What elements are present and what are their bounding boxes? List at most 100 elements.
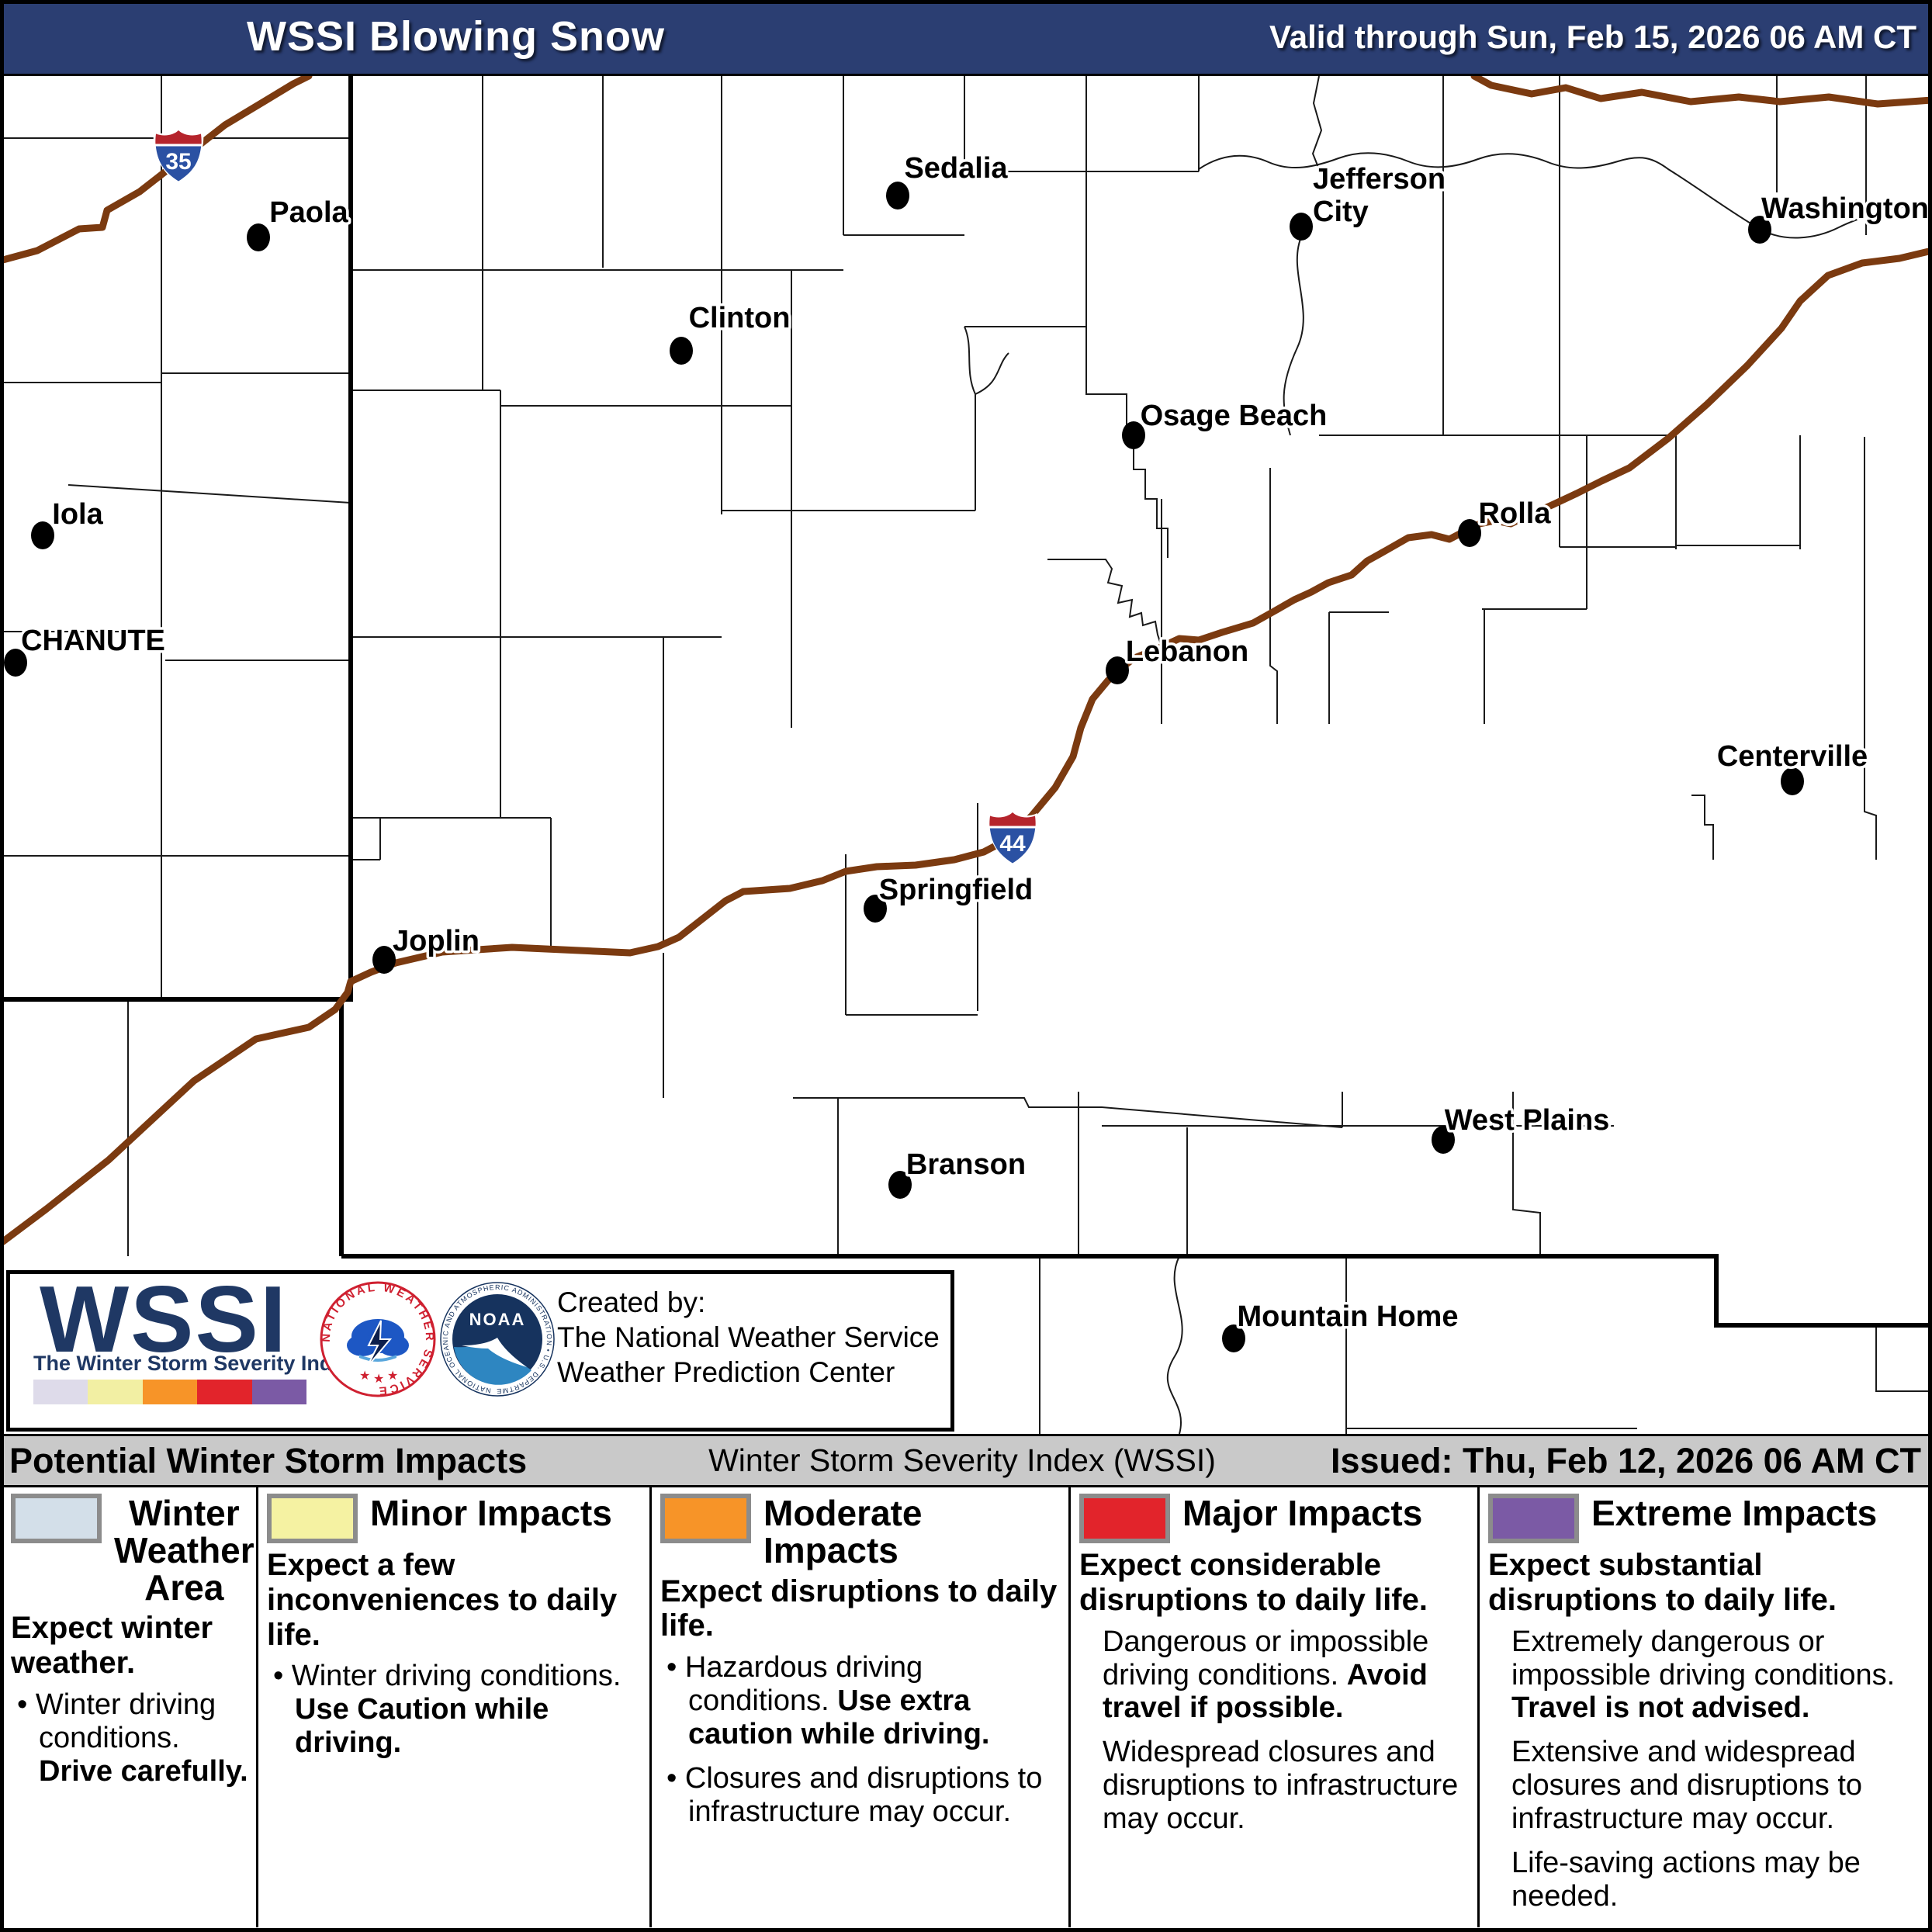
impacts-title-bar: Potential Winter Storm Impacts Winter St… (0, 1434, 1932, 1487)
legend-divider (1477, 1487, 1480, 1927)
city-dot (886, 182, 909, 209)
severity-strip-segment (251, 1380, 307, 1404)
city-label: West Plains (1445, 1104, 1610, 1137)
legend-item-text: Closures and disruptions to infrastructu… (684, 1762, 1043, 1828)
city-label: Osage Beach (1141, 400, 1328, 432)
legend-item-emphasis: Travel is not advised. (1511, 1691, 1810, 1725)
city-dot (1748, 216, 1771, 244)
impacts-bar-title: Potential Winter Storm Impacts (9, 1441, 528, 1480)
city-dot (1122, 421, 1145, 449)
moderate-impacts-swatch (660, 1494, 751, 1543)
city-marker-joplin: Joplin (372, 923, 482, 974)
severity-strip-segment (142, 1380, 198, 1404)
legend-divider (1068, 1487, 1071, 1927)
city-label: Springfield (879, 874, 1033, 906)
legend-item-text: Widespread closures and disruptions to i… (1103, 1736, 1459, 1836)
legend-column-extreme-impacts: Extreme Impacts Expect substantial disru… (1482, 1487, 1926, 1932)
major-impacts-swatch (1079, 1494, 1170, 1543)
legend-intro: Expect a few inconveniences to daily lif… (267, 1548, 618, 1652)
severity-strip-segment (88, 1380, 143, 1404)
minor-impacts-swatch (267, 1494, 358, 1543)
legend-item: Widespread closures and disruptions to i… (1079, 1736, 1466, 1836)
legend-item: Extensive and widespread closures and di… (1488, 1736, 1920, 1836)
legend-item-emphasis: Avoid travel if possible. (1103, 1658, 1428, 1725)
interstate-44-road (0, 247, 1932, 1248)
city-dot (247, 223, 270, 251)
legend-item: • Winter driving conditions. Drive caref… (17, 1688, 248, 1788)
interstate-44-shield-icon: 44 (987, 810, 1038, 866)
legend-item: • Hazardous driving conditions. Use extr… (667, 1651, 990, 1751)
city-label: Sedalia (904, 152, 1008, 185)
city-dot (1290, 213, 1313, 241)
impacts-bar-subtitle: Winter Storm Severity Index (WSSI) (708, 1442, 1216, 1478)
wssi-tagline: The Winter Storm Severity Index (33, 1352, 356, 1375)
city-dot (888, 1171, 912, 1199)
shield-number: 35 (165, 149, 191, 175)
svg-text:★: ★ (387, 1369, 398, 1383)
created-by-line: Created by: (557, 1286, 706, 1318)
legend-item-emphasis: Use Caution while driving. (295, 1693, 549, 1760)
legend-intro: Expect considerable disruptions to daily… (1079, 1548, 1428, 1617)
city-dot (4, 649, 27, 677)
legend-item-text: Winter driving conditions. (291, 1660, 621, 1693)
svg-text:★: ★ (373, 1373, 384, 1386)
city-label: CHANUTE (21, 625, 165, 657)
highways (0, 76, 1932, 1248)
interstate-35-road (0, 76, 313, 265)
missouri-arkansas-border (341, 1254, 1932, 1328)
city-label: Branson (906, 1148, 1026, 1181)
city-marker-centerville: Centerville (1714, 738, 1871, 795)
issued-label: Issued: Thu, Feb 12, 2026 06 AM CT (1330, 1441, 1921, 1480)
city-label: Clinton (689, 302, 791, 334)
legend-item-text: Hazardous driving conditions. (684, 1651, 923, 1718)
extreme-impacts-swatch (1488, 1494, 1579, 1543)
city-marker-osage-beach: Osage Beach (1122, 397, 1330, 449)
state-borders (0, 76, 1932, 1328)
winter-weather-swatch (11, 1494, 102, 1543)
city-dot (372, 946, 396, 974)
city-dot (31, 521, 54, 549)
city-dot (1432, 1126, 1455, 1154)
legend-item: • Winter driving conditions. Use Caution… (273, 1660, 621, 1760)
noaa-wordmark: NOAA (469, 1310, 526, 1329)
valid-through-label: Valid through Sun, Feb 15, 2026 06 AM CT (1269, 19, 1916, 55)
city-marker-paola: Paola (247, 194, 351, 251)
city-label: Iola (52, 498, 103, 531)
city-dot (1458, 519, 1481, 547)
page-title: WSSI Blowing Snow (247, 13, 665, 60)
legend-item-text: Extremely dangerous or impossible drivin… (1511, 1625, 1896, 1691)
interstate-35-shield-icon: 35 (153, 128, 204, 184)
legend-item-text: Extensive and widespread closures and di… (1511, 1736, 1863, 1836)
city-dot (1781, 767, 1804, 795)
city-label: Rolla (1479, 497, 1552, 530)
legend-item: Extremely dangerous or impossible drivin… (1488, 1626, 1920, 1726)
legend-column-minor-impacts: Minor Impacts Expect a few inconvenience… (261, 1487, 647, 1932)
city-label: Lebanon (1126, 635, 1248, 668)
city-dot (1222, 1324, 1245, 1352)
legend-item: Dangerous or impossible driving conditio… (1079, 1626, 1466, 1726)
city-marker-iola: Iola (31, 496, 106, 549)
city-marker-clinton: Clinton (670, 299, 793, 365)
wssi-severity-color-strip (33, 1380, 307, 1404)
city-dot (1106, 656, 1129, 684)
noaa-logo: NATIONAL OCEANIC AND ATMOSPHERIC ADMINIS… (438, 1280, 555, 1397)
legend-divider (649, 1487, 652, 1927)
created-by-line: Weather Prediction Center (557, 1356, 895, 1389)
legend-item: Life-saving actions may be needed. (1488, 1847, 1920, 1913)
city-marker-mountain-home: Mountain Home (1222, 1298, 1461, 1352)
legend-title: Extreme Impacts (1591, 1493, 1878, 1533)
created-by-text: Created by: The National Weather Service… (557, 1285, 940, 1390)
legend-title: Winter Weather Area (114, 1493, 254, 1608)
weather-map: 35 44 Paola Sedalia Jefferson City Washington… (0, 74, 1932, 1436)
svg-text:★: ★ (359, 1369, 370, 1383)
city-marker-branson: Branson (888, 1146, 1029, 1199)
wssi-logo-box: WSSI TM The Winter Storm Severity Index … (6, 1266, 954, 1432)
legend-column-moderate-impacts: Moderate Impacts Expect disruptions to d… (654, 1487, 1065, 1932)
wssi-logo-text: WSSI (40, 1266, 288, 1372)
legend-column-winter-weather-area: Winter Weather Area Expect winter weathe… (5, 1487, 254, 1932)
legend-divider (256, 1487, 258, 1927)
city-marker-jefferson-city: Jefferson City (1290, 161, 1449, 241)
header-bar: WSSI Blowing Snow Valid through Sun, Feb… (0, 0, 1932, 74)
shield-number: 44 (999, 831, 1026, 857)
legend-item-text: Life-saving actions may be needed. (1511, 1847, 1861, 1913)
